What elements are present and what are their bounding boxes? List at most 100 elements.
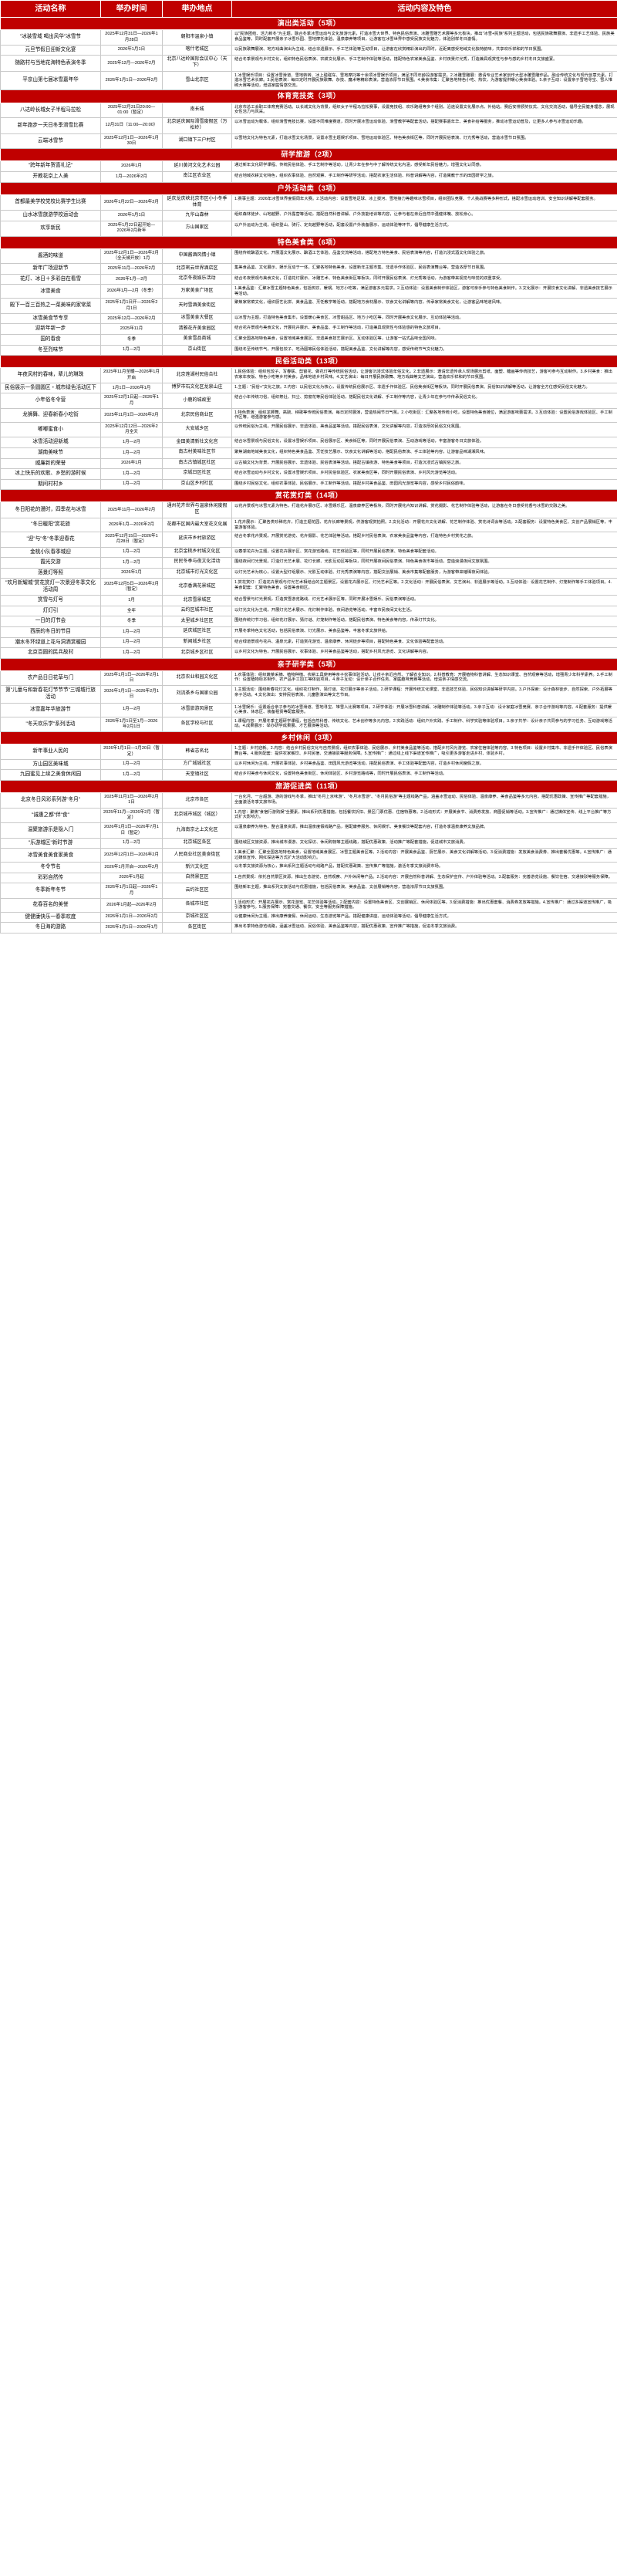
activity-place: 北京香满花景城区 [162, 578, 232, 596]
activity-place: 北京城市城区（城区） [162, 807, 232, 824]
activity-time: 1月—2月 [100, 557, 163, 569]
activity-name: 农产品日日花草与门 [0, 670, 101, 687]
activity-name: "乐游城区"新时节游 [0, 837, 101, 849]
activity-desc: 以冬季文旅资源为核心，推出系列主题活动与线路产品，搭配优惠政策、宣传推广等措施，… [231, 862, 617, 873]
activity-desc: 以乡村休闲为主线，开展农事体验、乡村美食品鉴、田园风光游览等活动，搭配民俗表演、… [231, 758, 617, 771]
activity-desc: 结合雪景与灯光景观，打造赏雪游览路线、灯光艺术展示区等，同时开展冰雪娱乐、民俗表… [231, 595, 617, 606]
activity-place: 延庆龙庆峡北京市区小小冬季体育 [162, 194, 232, 211]
activity-name: 一日的灯节会 [0, 616, 101, 627]
activity-desc: 通过新年文化研学课程、传统民俗体验、手工艺制作等活动，让青少年在参与中了解传统文… [231, 160, 617, 172]
activity-name: 第"儿童与和新春花灯节节节"三城城行旅活动 [0, 685, 101, 704]
activity-name: 潮水冬环绿道上花与洞酒赏暖园 [0, 636, 101, 649]
activity-desc: 以温泉康养为特色，整合温泉资源，推出温泉度假线路产品，搭配康养服务、休闲娱乐、美… [231, 822, 617, 839]
table-row: 方山园区美味城 1月—2月 方广城城社区 以乡村休闲为主线，开展农事体验、乡村美食品鉴… [0, 758, 617, 771]
activity-name: 落景灯等照 [0, 567, 101, 579]
activity-name: 年夜风村的春味，辈儿的琳珠 [0, 367, 101, 383]
activity-desc: 1.活动形式：开展花卉展示、赏花游览、花艺体验等活动。2.配套内容：设置特色美食… [231, 897, 617, 913]
activity-name: 迎新年新一步 [0, 323, 101, 335]
activity-desc: 1.美食品鉴：汇聚冰雪主题特色美食，包括热饮、暖锅、地方小吃等，满足游客多元需求… [231, 284, 617, 299]
activity-name: 期间村村乡 [0, 478, 101, 491]
activity-name: 八达岭长城女子半程马拉松 [0, 102, 101, 119]
table-row: "冬日暖阳"赏花旅 2026年1月—2026年2月 花都市区国内最大室花文化展 1.花… [0, 518, 617, 532]
activity-desc: 1.民俗体验：组织包饺子、写春联、剪窗花、做花灯等传统民俗活动，让游客沉浸式体验… [231, 367, 617, 383]
activity-place: 北京密云世界酒店区 [162, 263, 232, 275]
activity-place: 南江区农业区 [162, 171, 232, 183]
column-header-place: 举办地点 [162, 0, 232, 18]
activity-desc: 结合冬季花卉景观，开展赏花游览、花卉摄影、花艺体验等活动，搭配乡村民俗表演、农家… [231, 531, 617, 548]
table-row: 平京山第七届冰雪嘉年华 2026年1月1日—2026年2月 雪山北京区 1.冰雪娱乐项… [0, 70, 617, 91]
activity-name: 小年俗冬令营 [0, 393, 101, 409]
activity-desc: 1.冰雪娱乐项目：设置冰雪滑道、雪地转转、冰上碰碰车、雪地摩托等十余项冰雪娱乐项… [231, 70, 617, 91]
table-row: "迎"与"冬"冬季迎春花 2025年12月15日—2026年1月28日（暂定） 延庆… [0, 531, 617, 548]
activity-name: "迎"与"冬"冬季迎春花 [0, 531, 101, 548]
activity-time: 1月—2月 [100, 636, 163, 649]
table-row: 新年跑步一天日冬季滑雪比赛 12月31日（11:00—20:00） 北京延庆国际滑雪… [0, 117, 617, 134]
activity-name: 新年事业人民的 [0, 744, 101, 760]
activity-place: 北京莲湖村民俗合社 [162, 367, 232, 383]
activity-desc: 1.内容：聚焦"食宿行游购娱"全要素，推出系列优惠措施，包括餐饮折扣、景区门票优… [231, 807, 617, 824]
section-header-row: 民俗活动类（13项） [0, 355, 617, 369]
activity-desc: 1.自然景观：依托自然景区资源，推出生态游览、自然观察、户外休闲等产品。2.活动… [231, 872, 617, 884]
activity-name: 冬令节名 [0, 862, 101, 873]
activity-time: 1月—2月 [100, 702, 163, 717]
activity-desc: 结合绿道景观与花卉、温泉元素，打造赏花游览、温泉康养、休闲徒步等项目，搭配特色美… [231, 636, 617, 649]
activity-place: 南长城 [162, 102, 232, 119]
activity-place: 人民商业社区美食街区 [162, 848, 232, 863]
activity-place: 天时雪酒美食街区 [162, 298, 232, 314]
table-row: 花灯、冰日＋多彩自在看雪 2026年1月—2月 北京冬夜娱乐活动 结合冬夜景观与美食文… [0, 273, 617, 285]
activity-desc: 1.农事体验：组织蔬菜采摘、植物种植、农耕工具使用等亲子农事体验活动，让孩子亲近… [231, 670, 617, 687]
activity-time: 2026年1月起 [100, 872, 163, 884]
activity-time: 2026年1月22日—2026年2月 [100, 194, 163, 211]
activity-desc: 聚焦湖南地域美食文化，组织特色美食品鉴、烹饪技艺展示、饮食文化讲解等活动，搭配民… [231, 447, 617, 459]
activity-time: 1月—2月 [100, 478, 163, 491]
activity-place: 北京城市灯光文化区 [162, 567, 232, 579]
activity-time: 2025年12月—2026年2月 [100, 312, 163, 325]
activity-place: 北京金桃乡村城文化区 [162, 546, 232, 559]
activity-time: 2025年11月—2026年2月 [100, 501, 163, 519]
activity-time: 1月—2月 [100, 837, 163, 849]
table-row: 落景灯等照 2026年1月 北京城市灯光文化区 以灯光艺术为核心，设置大型灯组展示、光… [0, 567, 617, 579]
table-row: "跨年新年贺喜礼记" 2026年1月 延川黄河文化艺术公园 通过新年文化研学课程、传统… [0, 160, 617, 172]
activity-desc: 1.赛事主题：2026年冰雪世界度假周年大赛。2.活动内容：设置雪地足球、冰上拔… [231, 194, 617, 211]
activity-name: 冬日海的游路 [0, 922, 101, 934]
activity-name: 赏雪与灯号 [0, 595, 101, 606]
table-row: 冰雪嘉年华旅游节 1月—2月 冰雪旅游风景区 1.冰雪娱乐：设置适合亲子参与的冰雪滑道… [0, 702, 617, 717]
activity-desc: 以健康休闲为主题，推出康养度假、休闲运动、生态游览等产品，搭配健康讲座、运动体验… [231, 911, 617, 923]
activity-place: 方山国家区 [162, 220, 232, 237]
activity-desc: 结合冰雪景观与民俗文化，设置冰雪娱乐项目、民俗展示区、美食街区等，同时开展民俗表… [231, 437, 617, 448]
activity-name: 首都最美学校党校比赛学生比赛 [0, 194, 101, 211]
table-row: 欢享新民 2025年1月22日起开始—2026年2月新年 方山国家区 以户外运动为主线… [0, 220, 617, 237]
activity-name: "冬日暖阳"赏花旅 [0, 518, 101, 532]
activity-place: 冰雪美食大餐区 [162, 312, 232, 325]
activity-desc: 推出冬季特色游览线路，涵盖冰雪运动、民俗体验、美食品鉴等内容，搭配优惠政策、宣传… [231, 922, 617, 934]
activity-time: 2026年1月1日—2026年2月 [100, 70, 163, 91]
activity-place: 自然景区区 [162, 872, 232, 884]
activity-time: 2025年12月1日—2026年2月 [100, 848, 163, 863]
activity-place: 北京城区各区 [162, 837, 232, 849]
activity-name: 欢享新民 [0, 220, 101, 237]
activity-time: 2025年12月1日—2026年2月（全天候开放）1月 [100, 248, 163, 265]
section-title: 乡村休闲（3项） [0, 731, 617, 745]
activity-place: 冰雪旅游风景区 [162, 702, 232, 717]
activity-desc: 1.主题："民俗+"文化之旅。2.内容：以民俗文化为核心，设置传统民俗展示区、非… [231, 382, 617, 394]
table-row: 迎新年新一步 2025年11月 清雅花卉美食园区 结合花卉景观与美食文化，开展花卉展示… [0, 323, 617, 335]
activity-place: 喀什老城区 [162, 44, 232, 56]
activity-name: 新年广场迎新节 [0, 263, 101, 275]
activity-time: 2026年1月1日 [100, 44, 163, 56]
activity-desc: 以雪地文化为特色元素，打造冰雪文化场景，设置冰雪主题娱乐项目、雪地运动体验区、特… [231, 133, 617, 150]
activity-name: 冰雪嘉年华旅游节 [0, 702, 101, 717]
table-row: 首都最美学校党校比赛学生比赛 2026年1月22日—2026年2月 延庆龙庆峡北京市… [0, 194, 617, 211]
activity-place: 小鹿的城故里 [162, 393, 232, 409]
activity-name: 民俗展示一条圆圆区・城市绿色活动区下 [0, 382, 101, 394]
activity-place: 天堂镇社区 [162, 769, 232, 781]
activity-time: 冬季 [100, 334, 163, 346]
activity-time: 2026年1月 [100, 567, 163, 579]
activity-name: 灯灯引 [0, 605, 101, 617]
activity-place: 北京市各区 [162, 792, 232, 809]
activity-desc: 围绕新年主题，推出系列文旅活动与优惠措施，包括民俗表演、美食品鉴、文创展销等内容… [231, 883, 617, 899]
activity-place: 京山街区 [162, 344, 232, 356]
table-row: 冬季新年冬节 2026年1月1日起—2026年1月 云约社区区 围绕新年主题，推出系列… [0, 883, 617, 899]
activity-desc: 以传统民俗为主线，开展民俗展示、非遗体验、美食品鉴等活动，搭配民俗表演、文化讲解… [231, 421, 617, 438]
activity-desc: 1.美食汇聚：汇聚全国各地特色美食，设置地域美食展区、冰雪主题美食区等。2.活动… [231, 848, 617, 863]
activity-place: 朝阳市温泉小镇 [162, 29, 232, 46]
